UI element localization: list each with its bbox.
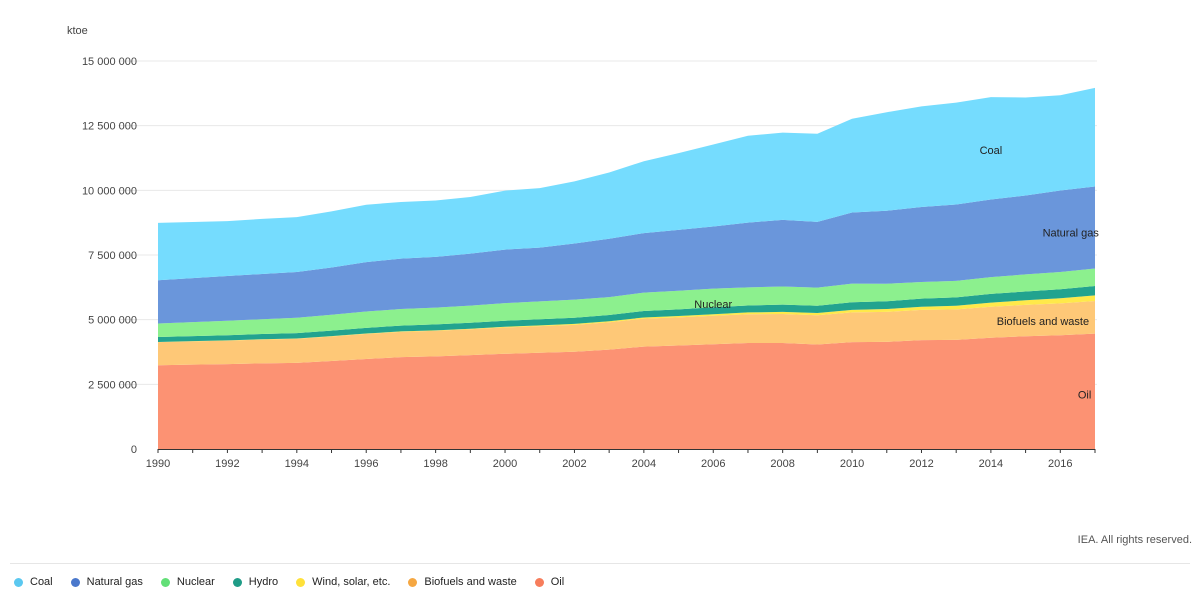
legend-item-wind-solar-etc[interactable]: Wind, solar, etc.: [296, 576, 390, 588]
area-annotation: Biofuels and waste: [997, 316, 1089, 328]
x-tick-label: 2014: [979, 458, 1003, 470]
y-tick-label: 0: [131, 444, 137, 456]
x-tick-label: 1990: [146, 458, 170, 470]
legend-swatch: [534, 577, 544, 587]
legend-swatch: [408, 577, 418, 587]
area-oil[interactable]: [158, 333, 1095, 449]
area-annotation: Nuclear: [694, 299, 732, 311]
legend-label: Coal: [30, 576, 53, 588]
x-tick-label: 2012: [909, 458, 933, 470]
legend-item-hydro[interactable]: Hydro: [232, 576, 279, 588]
y-axis-unit-label: ktoe: [67, 25, 88, 37]
area-annotation: Coal: [980, 145, 1003, 157]
x-tick-label: 2006: [701, 458, 725, 470]
legend-label: Hydro: [248, 576, 279, 588]
x-tick-label: 1994: [285, 458, 309, 470]
area-hydro[interactable]: [158, 286, 1095, 342]
x-tick-label: 2000: [493, 458, 517, 470]
legend-swatch: [14, 577, 23, 587]
area-annotation: Oil: [1078, 390, 1091, 402]
legend-label: Oil: [550, 576, 565, 588]
x-tick-label: 2016: [1048, 458, 1072, 470]
legend-label: Natural gas: [86, 576, 143, 588]
stacked-area-chart: ktoe 0 2 500 000 5 000 000 7 500 000 10 000 …: [67, 25, 1099, 470]
legend-swatch: [160, 577, 170, 587]
x-tick-label: 2008: [770, 458, 794, 470]
legend-item-coal[interactable]: Coal: [14, 576, 53, 588]
area-series: [158, 87, 1095, 449]
y-tick-label: 2 500 000: [88, 379, 137, 391]
copyright-notice: IEA. All rights reserved.: [1077, 534, 1192, 546]
area-annotation: Natural gas: [1043, 227, 1100, 239]
area-coal[interactable]: [158, 87, 1095, 281]
legend-swatch: [70, 577, 80, 587]
legend-item-nuclear[interactable]: Nuclear: [160, 576, 215, 588]
area-natural-gas[interactable]: [158, 186, 1095, 324]
legend-swatch: [296, 577, 306, 587]
legend-item-natural-gas[interactable]: Natural gas: [70, 576, 143, 588]
y-tick-label: 12 500 000: [82, 121, 137, 133]
legend-label: Wind, solar, etc.: [312, 576, 391, 588]
legend-label: Nuclear: [176, 576, 215, 588]
legend-swatch: [232, 577, 242, 587]
area-nuclear[interactable]: [158, 268, 1095, 338]
x-tick-label: 1998: [423, 458, 447, 470]
legend-item-biofuels-and-waste[interactable]: Biofuels and waste: [408, 576, 517, 588]
legend: Coal Natural gas Nuclear Hydro Wind, solar, …: [14, 576, 564, 588]
legend-label: Biofuels and waste: [424, 576, 517, 588]
area-labels: Coal Natural gas Nuclear Biofuels and waste…: [694, 145, 1099, 401]
x-tick-label: 1996: [354, 458, 378, 470]
y-tick-label: 10 000 000: [82, 185, 137, 197]
y-tick-label: 15 000 000: [82, 56, 137, 68]
area-biofuels-and-waste[interactable]: [158, 301, 1095, 366]
x-tick-label: 1992: [215, 458, 239, 470]
x-tick-label: 2004: [632, 458, 656, 470]
legend-item-oil[interactable]: Oil: [534, 576, 565, 588]
y-tick-label: 7 500 000: [88, 250, 137, 262]
legend-divider: [10, 563, 1190, 564]
y-tick-label: 5 000 000: [88, 315, 137, 327]
axes: 1990 1992 1994 1996 1998 2000 2002 2004 2006 2008…: [146, 449, 1096, 470]
x-tick-label: 2010: [840, 458, 864, 470]
x-tick-label: 2002: [562, 458, 586, 470]
